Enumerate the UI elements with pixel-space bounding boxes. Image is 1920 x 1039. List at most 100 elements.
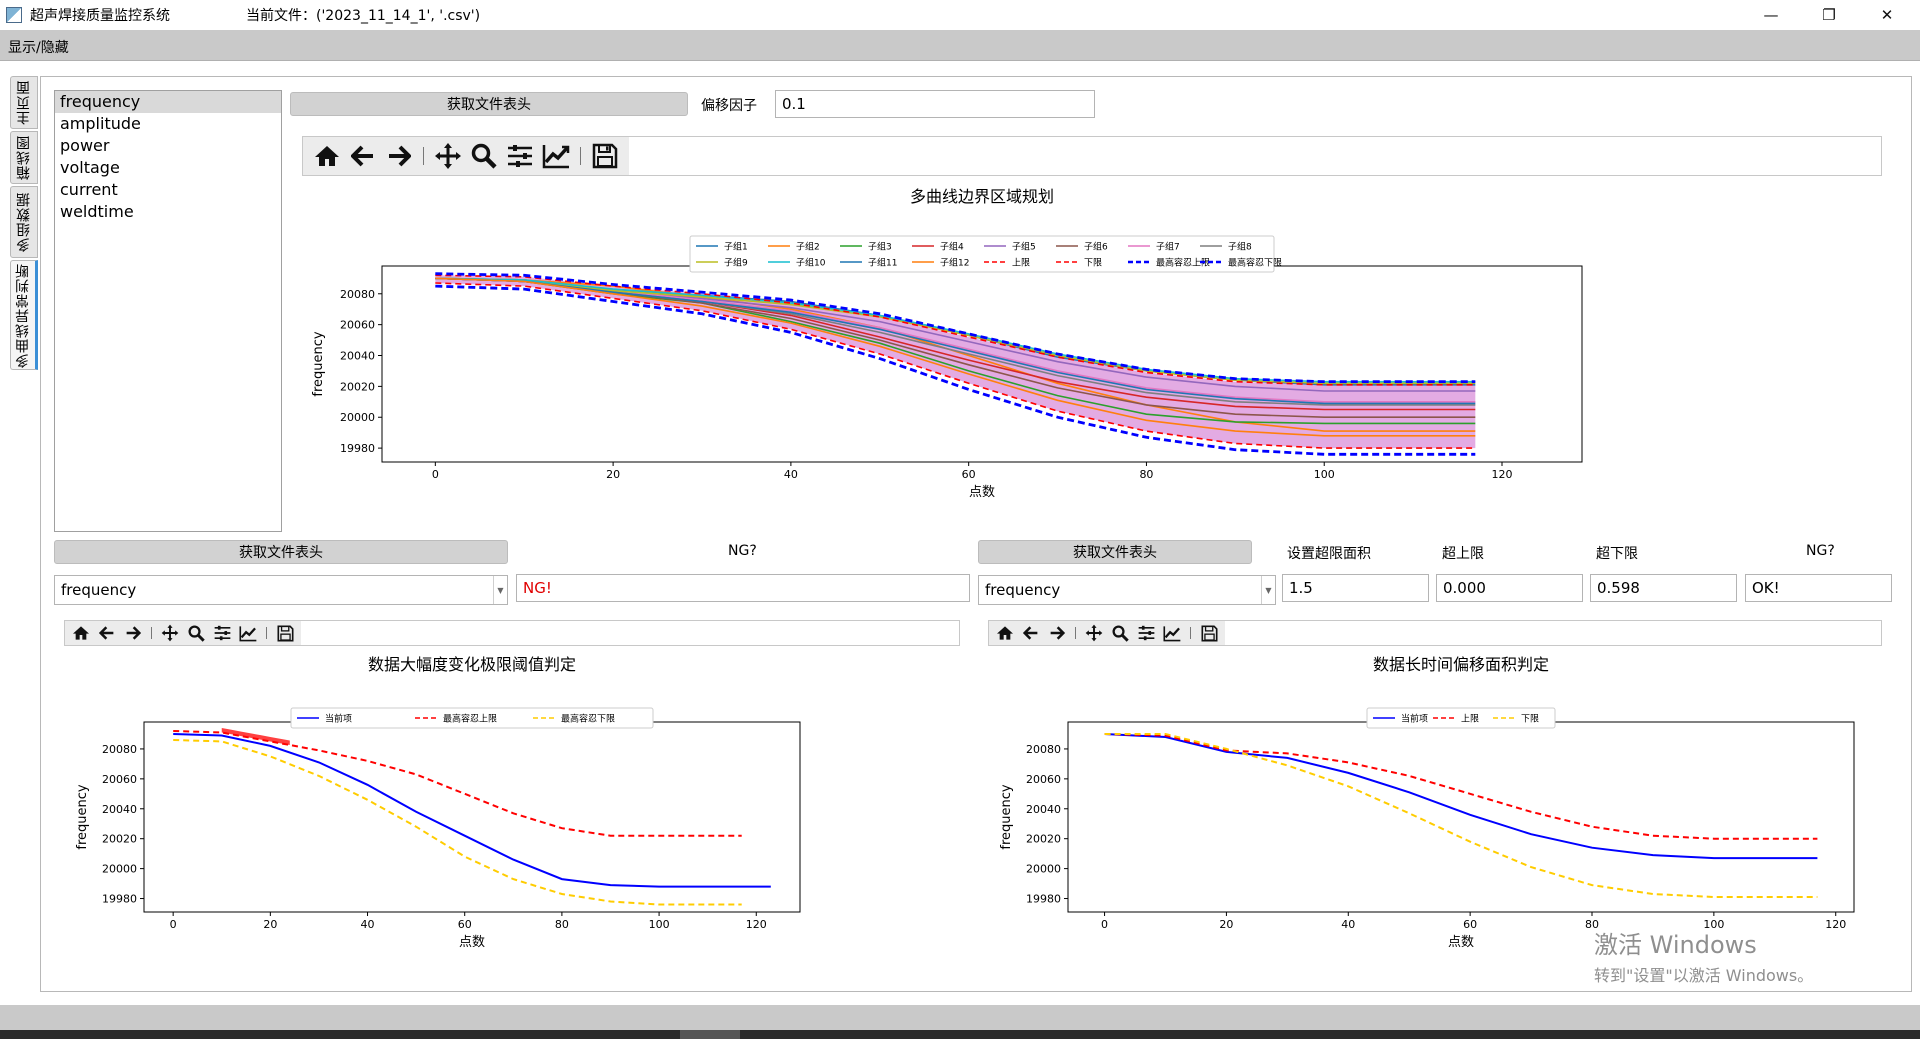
list-item[interactable]: current [60,180,118,199]
x-tick-label: 20 [606,468,620,481]
parameter-list[interactable]: frequency amplitude power voltage curren… [54,90,282,532]
toolbar-buttons [65,621,301,645]
home-icon[interactable] [992,625,1018,641]
close-icon: ✕ [1880,6,1894,24]
y-tick-label: 20060 [1026,773,1061,786]
series-line [435,277,1476,405]
chart-title: 数据长时间偏移面积判定 [1373,655,1549,674]
series-line [173,730,742,837]
list-item[interactable]: weldtime [60,202,134,221]
y-tick-label: 20020 [1026,833,1061,846]
x-tick-label: 120 [746,918,767,931]
forward-arrow-icon[interactable] [381,145,417,167]
get-header-button-right[interactable]: 获取文件表头 [978,540,1252,564]
pan-icon[interactable] [430,142,466,170]
legend-entry: 最高容忍下限 [1228,257,1282,269]
legend-entry: 最高容忍上限 [1156,257,1210,269]
minimize-icon: — [1763,6,1779,24]
plot-toolbar-top [302,136,1882,176]
app-title: 超声焊接质量监控系统 [30,8,170,24]
toggle-menu-item[interactable]: 显示/隐藏 [8,40,69,56]
toolbar-separator [1190,627,1191,639]
area-limit-input[interactable]: 1.5 [1282,574,1429,602]
pan-icon[interactable] [1081,624,1107,642]
chart-legend [290,707,654,729]
toolbar-separator [1075,627,1076,639]
y-axis-label: frequency [75,784,90,850]
save-icon[interactable] [587,143,623,169]
windows-activation-watermark: 激活 Windows 转到"设置"以激活 Windows。 [1594,931,1814,985]
pan-icon[interactable] [157,624,183,642]
back-arrow-icon[interactable] [1018,626,1044,640]
taskbar-item[interactable] [680,1030,740,1039]
ng-label-left: NG? [728,543,757,559]
y-tick-label: 20060 [340,319,375,332]
parameter-combo-right[interactable]: frequency ▼ [978,575,1276,605]
toolbar-separator [266,627,267,639]
back-arrow-icon[interactable] [94,626,120,640]
plot-threshold-judgement: 数据大幅度变化极限阈值判定 0 20 40 60 80 100 120 19980 20000 20… [64,650,960,970]
zoom-icon[interactable] [183,624,209,642]
tab-main[interactable]: 主页面 [10,76,38,129]
get-header-button-left[interactable]: 获取文件表头 [54,540,508,564]
forward-arrow-icon[interactable] [120,626,146,640]
toolbar-separator [151,627,152,639]
title-bar: 超声焊接质量监控系统 当前文件：('2023_11_14_1', '.csv')… [0,0,1920,30]
x-tick-label: 120 [1492,468,1513,481]
list-item[interactable]: amplitude [60,114,141,133]
tab-multi-group[interactable]: 多组数据 [10,186,38,258]
x-tick-label: 100 [1703,918,1724,931]
tab-multi-curve-anomaly[interactable]: 多曲线异常判断 [10,260,38,370]
legend-entry: 当前项 [325,713,352,725]
status-bar [0,1005,1920,1030]
home-icon[interactable] [68,625,94,641]
offset-factor-input[interactable]: 0.1 [775,90,1095,118]
plot-area-frame [143,721,801,913]
chevron-down-icon[interactable]: ▼ [1261,576,1275,604]
upper-exceed-value: 0.000 [1436,574,1583,602]
forward-arrow-icon[interactable] [1044,626,1070,640]
save-icon[interactable] [1196,624,1222,642]
minimize-button[interactable]: — [1748,0,1794,30]
chevron-down-icon[interactable]: ▼ [493,576,507,604]
x-tick-label: 0 [432,468,439,481]
area-limit-label: 设置超限面积 [1287,546,1371,562]
y-tick-label: 20000 [340,411,375,424]
ok-result-right: OK! [1745,574,1892,602]
configure-subplots-icon[interactable] [502,144,538,168]
tab-boxplot[interactable]: 箱线图 [10,131,38,184]
chart-title: 数据大幅度变化极限阈值判定 [368,655,576,674]
get-header-button-top[interactable]: 获取文件表头 [290,92,688,116]
home-icon[interactable] [309,144,345,168]
plot-offset-area-judgement: 数据长时间偏移面积判定 0 20 40 60 80 100 120 19980 20000 2002… [988,650,1882,970]
y-tick-label: 20080 [1026,743,1061,756]
legend-entry: 子组7 [1156,241,1180,253]
zoom-icon[interactable] [466,143,502,169]
plot-toolbar-right [988,620,1882,646]
y-axis-label: frequency [311,331,326,397]
x-tick-label: 0 [1101,918,1108,931]
configure-subplots-icon[interactable] [209,625,235,641]
x-tick-label: 20 [263,918,277,931]
edit-axis-icon[interactable] [235,625,261,642]
legend-entry: 下限 [1084,258,1102,269]
y-tick-label: 20000 [1026,863,1061,876]
parameter-combo-left[interactable]: frequency ▼ [54,575,508,605]
list-item[interactable]: frequency [55,91,281,113]
x-tick-label: 100 [649,918,670,931]
edit-axis-icon[interactable] [1159,625,1185,642]
close-button[interactable]: ✕ [1864,0,1910,30]
legend-entry: 子组2 [796,241,820,253]
zoom-icon[interactable] [1107,624,1133,642]
x-tick-label: 60 [962,468,976,481]
restore-button[interactable]: ❐ [1806,0,1852,30]
legend-entry: 子组10 [796,257,826,269]
save-icon[interactable] [272,624,298,642]
list-item[interactable]: power [60,136,110,155]
configure-subplots-icon[interactable] [1133,625,1159,641]
x-axis-label: 点数 [969,485,995,500]
plot-area-frame [1067,721,1855,913]
edit-axis-icon[interactable] [538,143,574,169]
list-item[interactable]: voltage [60,158,120,177]
back-arrow-icon[interactable] [345,145,381,167]
